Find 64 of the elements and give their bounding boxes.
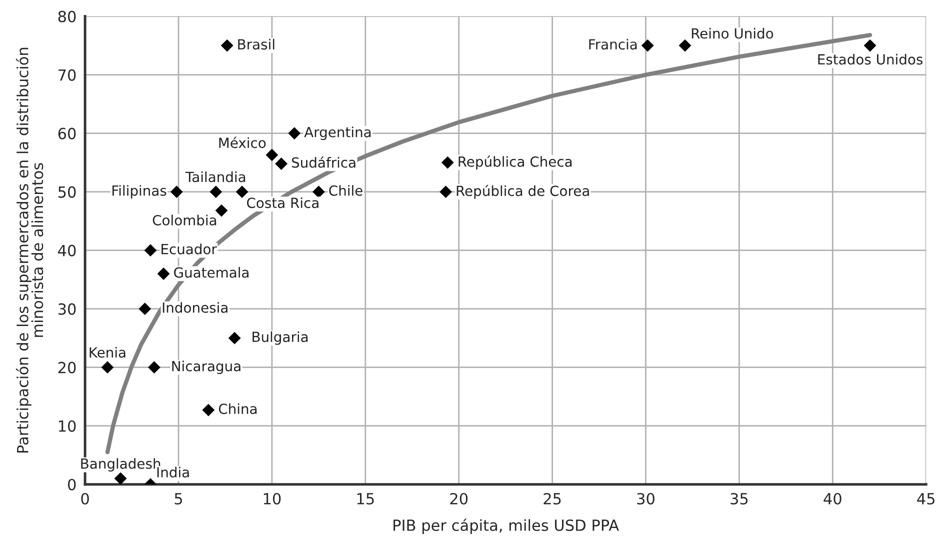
x-tick-label: 0 [81, 492, 89, 505]
point [101, 361, 114, 374]
annotation: Bulgaria [252, 331, 308, 345]
y-tick-label: 40 [58, 244, 76, 256]
y-tick-label: 30 [58, 303, 76, 315]
annotation: Colombia [152, 214, 216, 226]
annotation: Tailandia [185, 171, 246, 182]
point [312, 186, 325, 198]
annotation: Costa Rica [246, 197, 318, 208]
x-tick-label: 30 [637, 492, 654, 505]
point [275, 158, 288, 170]
point [441, 156, 454, 169]
annotation: Francia [589, 38, 637, 50]
annotation: Kenia [90, 346, 126, 358]
point [288, 127, 301, 140]
annotation: Argentina [304, 126, 371, 140]
x-tick-label: 10 [264, 492, 281, 505]
annotation: Brasil [238, 38, 274, 50]
x-tick-label: 45 [917, 493, 934, 505]
point [210, 186, 222, 198]
point [215, 204, 228, 217]
y-tick-label: 50 [58, 186, 76, 198]
point [114, 472, 127, 484]
x-tick-label: 25 [544, 492, 561, 505]
x-tick-label: 20 [450, 492, 468, 505]
point [228, 332, 241, 344]
point [641, 39, 654, 52]
annotation: México [219, 136, 266, 148]
annotation: República Checa [458, 156, 572, 170]
annotation: Sudáfrica [292, 156, 356, 168]
y-tick-label: 70 [58, 69, 76, 81]
annotation: Nicaragua [172, 360, 240, 374]
annotation: Filipinas [112, 185, 166, 199]
y-tick-label: 10 [58, 420, 76, 432]
annotation: Indonesia [162, 302, 228, 313]
point [440, 186, 452, 198]
point [138, 302, 152, 316]
point [864, 39, 876, 52]
y-tick-label: 60 [58, 128, 76, 140]
point [678, 39, 692, 52]
x-tick-label: 35 [730, 492, 748, 505]
point [144, 244, 157, 257]
y-tick-label: 20 [58, 362, 76, 374]
point [170, 186, 183, 198]
point [266, 148, 278, 162]
x-tick-label: 5 [174, 493, 182, 505]
annotation: Chile [329, 185, 362, 196]
annotation: Ecuador [162, 244, 217, 254]
point [202, 404, 215, 416]
y-tick-label: 0 [68, 478, 76, 490]
y-tick-label: 80 [58, 10, 76, 22]
y-axis-title: Participación de los supermercados en la distribución minorista de alimentos [16, 48, 44, 453]
point [157, 268, 170, 280]
x-axis-title: PIB per cápita, miles USD PPA [394, 518, 619, 534]
annotation: República de Corea [456, 184, 589, 199]
point [148, 361, 160, 374]
point [220, 39, 234, 52]
x-tick-label: 40 [824, 492, 842, 505]
annotation: Guatemala [174, 267, 248, 278]
annotation: China [218, 403, 257, 414]
annotation: Estados Unidos [818, 54, 923, 65]
point [236, 186, 248, 198]
annotation: Reino Unido [692, 28, 774, 39]
x-tick-label: 15 [357, 493, 374, 505]
